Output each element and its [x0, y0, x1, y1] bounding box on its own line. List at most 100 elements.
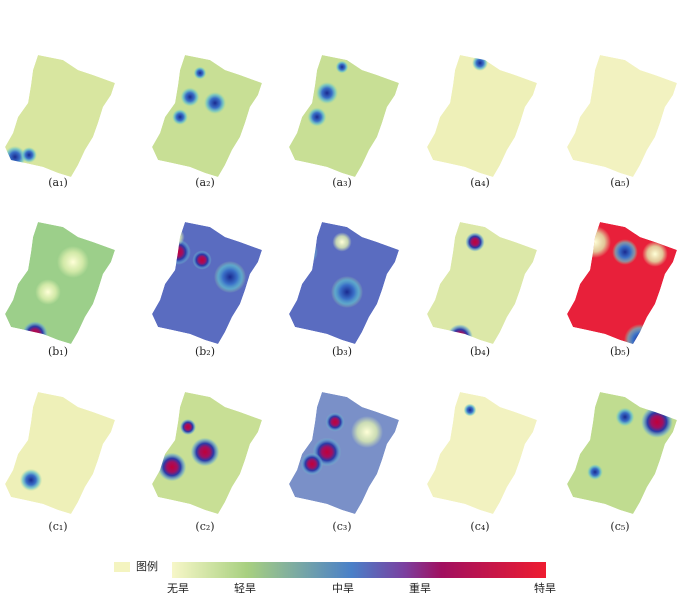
- map: [5, 222, 115, 344]
- map-panel: [5, 222, 115, 344]
- drought-spot: [612, 239, 638, 265]
- drought-spot: [579, 226, 611, 258]
- map-panels: [5, 55, 677, 514]
- panel-label: (a₁): [48, 176, 68, 189]
- drought-spot: [57, 246, 89, 278]
- drought-spot: [35, 279, 61, 305]
- map-shape: [152, 55, 262, 177]
- drought-spot: [447, 324, 473, 344]
- map: [152, 55, 262, 177]
- drought-spot: [214, 261, 246, 293]
- map-panel: [5, 55, 115, 177]
- drought-spot: [22, 321, 48, 344]
- drought-spot: [300, 452, 324, 476]
- map-shape: [427, 55, 537, 177]
- map-shape: [5, 392, 115, 514]
- drought-spot: [472, 55, 488, 71]
- panel-label: (a₅): [610, 176, 630, 189]
- map-panel: [152, 392, 262, 514]
- map: [289, 55, 399, 177]
- drought-spot: [332, 232, 352, 252]
- drought-spot: [165, 239, 191, 265]
- map: [152, 222, 262, 344]
- drought-spot: [157, 452, 187, 482]
- drought-spot: [615, 407, 635, 427]
- map: [152, 392, 262, 514]
- panel-label: (b₄): [470, 345, 490, 358]
- legend-swatch: [114, 562, 130, 572]
- drought-spot: [641, 406, 673, 438]
- map-panel: [289, 392, 399, 514]
- map: [427, 55, 537, 177]
- map-panel: [427, 55, 537, 177]
- map-panel: [567, 222, 677, 344]
- panel-label: (b₂): [195, 345, 215, 358]
- drought-spot: [192, 250, 212, 270]
- legend-level: 重旱: [409, 581, 431, 593]
- drought-spot: [19, 468, 43, 492]
- map-panel: [289, 222, 399, 344]
- drought-spot: [180, 87, 200, 107]
- map-panel: [567, 55, 677, 177]
- map: [567, 392, 677, 514]
- drought-spot: [325, 412, 345, 432]
- panel-label: (a₂): [195, 176, 215, 189]
- map-shape: [5, 222, 115, 344]
- drought-spot: [292, 239, 318, 265]
- map-panel: [567, 392, 677, 514]
- panel-label: (a₃): [332, 176, 352, 189]
- map-shape: [289, 55, 399, 177]
- map-panel: [289, 55, 399, 177]
- map: [427, 222, 537, 344]
- panel-label: (c₁): [48, 520, 67, 533]
- panel-label: (b₅): [610, 345, 630, 358]
- map: [567, 222, 677, 344]
- drought-spot: [463, 403, 477, 417]
- map-panel: [152, 55, 262, 177]
- panel-label: (c₂): [195, 520, 214, 533]
- panel-label: (a₄): [470, 176, 490, 189]
- drought-spot: [190, 437, 220, 467]
- map-shape: [152, 222, 262, 344]
- drought-spot: [465, 232, 485, 252]
- legend-level: 特旱: [534, 581, 556, 593]
- panel-label: (c₄): [470, 520, 489, 533]
- drought-spot: [331, 276, 363, 308]
- drought-spot: [315, 81, 339, 105]
- map: [289, 392, 399, 514]
- drought-spot: [587, 464, 603, 480]
- drought-spot: [642, 241, 668, 267]
- panel-label: (c₃): [332, 520, 351, 533]
- panel-label: (b₃): [332, 345, 352, 358]
- map: [289, 222, 399, 344]
- map-panel: [5, 392, 115, 514]
- map-panel: [427, 392, 537, 514]
- drought-spot: [165, 227, 185, 247]
- drought-spot: [351, 416, 383, 448]
- drought-spot: [180, 419, 196, 435]
- map: [5, 392, 115, 514]
- map: [567, 55, 677, 177]
- map-shape: [289, 392, 399, 514]
- map-shape: [427, 392, 537, 514]
- panel-label: (c₅): [610, 520, 629, 533]
- legend-title: 图例: [136, 559, 158, 573]
- drought-spot: [172, 109, 188, 125]
- map: [5, 55, 115, 177]
- drought-spot: [335, 60, 349, 74]
- legend-level: 轻旱: [234, 581, 256, 593]
- drought-spot: [203, 91, 227, 115]
- panel-label: (b₁): [48, 345, 68, 358]
- colorbar: [172, 562, 546, 578]
- legend-level: 无旱: [167, 582, 189, 593]
- drought-spot: [21, 147, 37, 163]
- map-panel: [427, 222, 537, 344]
- map: [427, 392, 537, 514]
- drought-spot: [193, 66, 207, 80]
- map-panel: [152, 222, 262, 344]
- legend-level: 中旱: [332, 582, 354, 593]
- map-shape: [567, 55, 677, 177]
- drought-spot: [307, 107, 327, 127]
- legend: 图例 无旱 轻旱 中旱 重旱 特旱: [114, 559, 556, 595]
